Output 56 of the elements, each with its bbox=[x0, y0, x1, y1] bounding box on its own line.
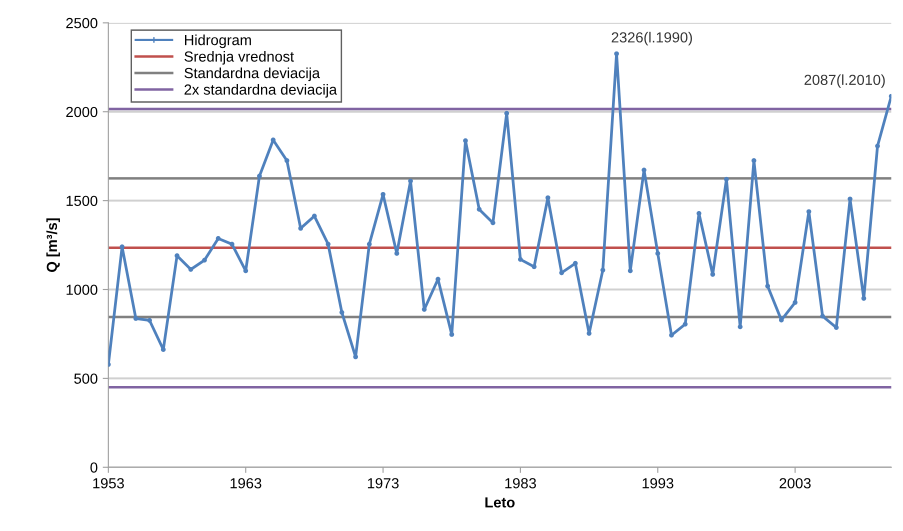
point bbox=[284, 158, 290, 164]
x-tick-label: 2003 bbox=[780, 478, 811, 488]
point bbox=[380, 192, 386, 197]
point bbox=[449, 332, 454, 337]
x-tick-label: 1983 bbox=[505, 478, 536, 488]
annotation: 2326(l.1990) bbox=[612, 32, 692, 46]
legend-label: Srednja vrednost bbox=[184, 51, 294, 65]
point bbox=[614, 51, 619, 56]
point bbox=[834, 325, 839, 330]
x-tick-label: 1953 bbox=[93, 478, 124, 488]
point bbox=[202, 258, 207, 263]
point bbox=[230, 242, 234, 247]
point bbox=[600, 268, 606, 273]
point bbox=[504, 110, 510, 116]
y-tick-label: 0 bbox=[90, 462, 98, 473]
point bbox=[628, 268, 633, 274]
x-tick-label: 1963 bbox=[230, 478, 262, 488]
point bbox=[861, 296, 866, 301]
point bbox=[366, 242, 372, 247]
point bbox=[572, 260, 578, 266]
point bbox=[642, 168, 646, 172]
y-tick-label: 500 bbox=[74, 373, 98, 384]
point bbox=[408, 178, 413, 184]
point bbox=[682, 322, 688, 327]
point bbox=[216, 236, 221, 241]
point bbox=[696, 210, 702, 216]
point bbox=[518, 257, 523, 262]
point bbox=[188, 266, 194, 272]
point bbox=[326, 242, 331, 247]
point bbox=[476, 206, 482, 212]
point bbox=[765, 284, 770, 289]
point bbox=[848, 196, 852, 202]
point bbox=[160, 347, 166, 352]
y-tick-label: 1000 bbox=[66, 284, 98, 295]
legend-label: 2x standardna deviacija bbox=[184, 84, 338, 98]
point bbox=[669, 332, 674, 338]
x-tick-label: 1993 bbox=[642, 478, 674, 488]
y-axis-title: Q [m³/s] bbox=[46, 218, 60, 272]
point bbox=[820, 314, 826, 319]
point bbox=[792, 300, 798, 305]
point bbox=[312, 214, 317, 219]
point bbox=[147, 318, 152, 323]
legend-label: Hidrogram bbox=[185, 34, 251, 48]
y-tick-label: 2000 bbox=[66, 106, 98, 118]
y-tick-label: 2500 bbox=[66, 18, 98, 28]
y-tick-label: 1500 bbox=[66, 196, 98, 206]
point bbox=[875, 144, 880, 148]
legend-label: Standardna deviacija bbox=[184, 68, 320, 82]
x-tick-label: 1973 bbox=[368, 478, 399, 488]
point bbox=[724, 176, 729, 182]
point bbox=[339, 310, 344, 315]
point bbox=[133, 316, 138, 321]
x-axis-title: Leto bbox=[485, 497, 515, 508]
annotation: 2087(l.2010) bbox=[804, 74, 885, 88]
point bbox=[655, 250, 660, 256]
point bbox=[738, 324, 743, 330]
